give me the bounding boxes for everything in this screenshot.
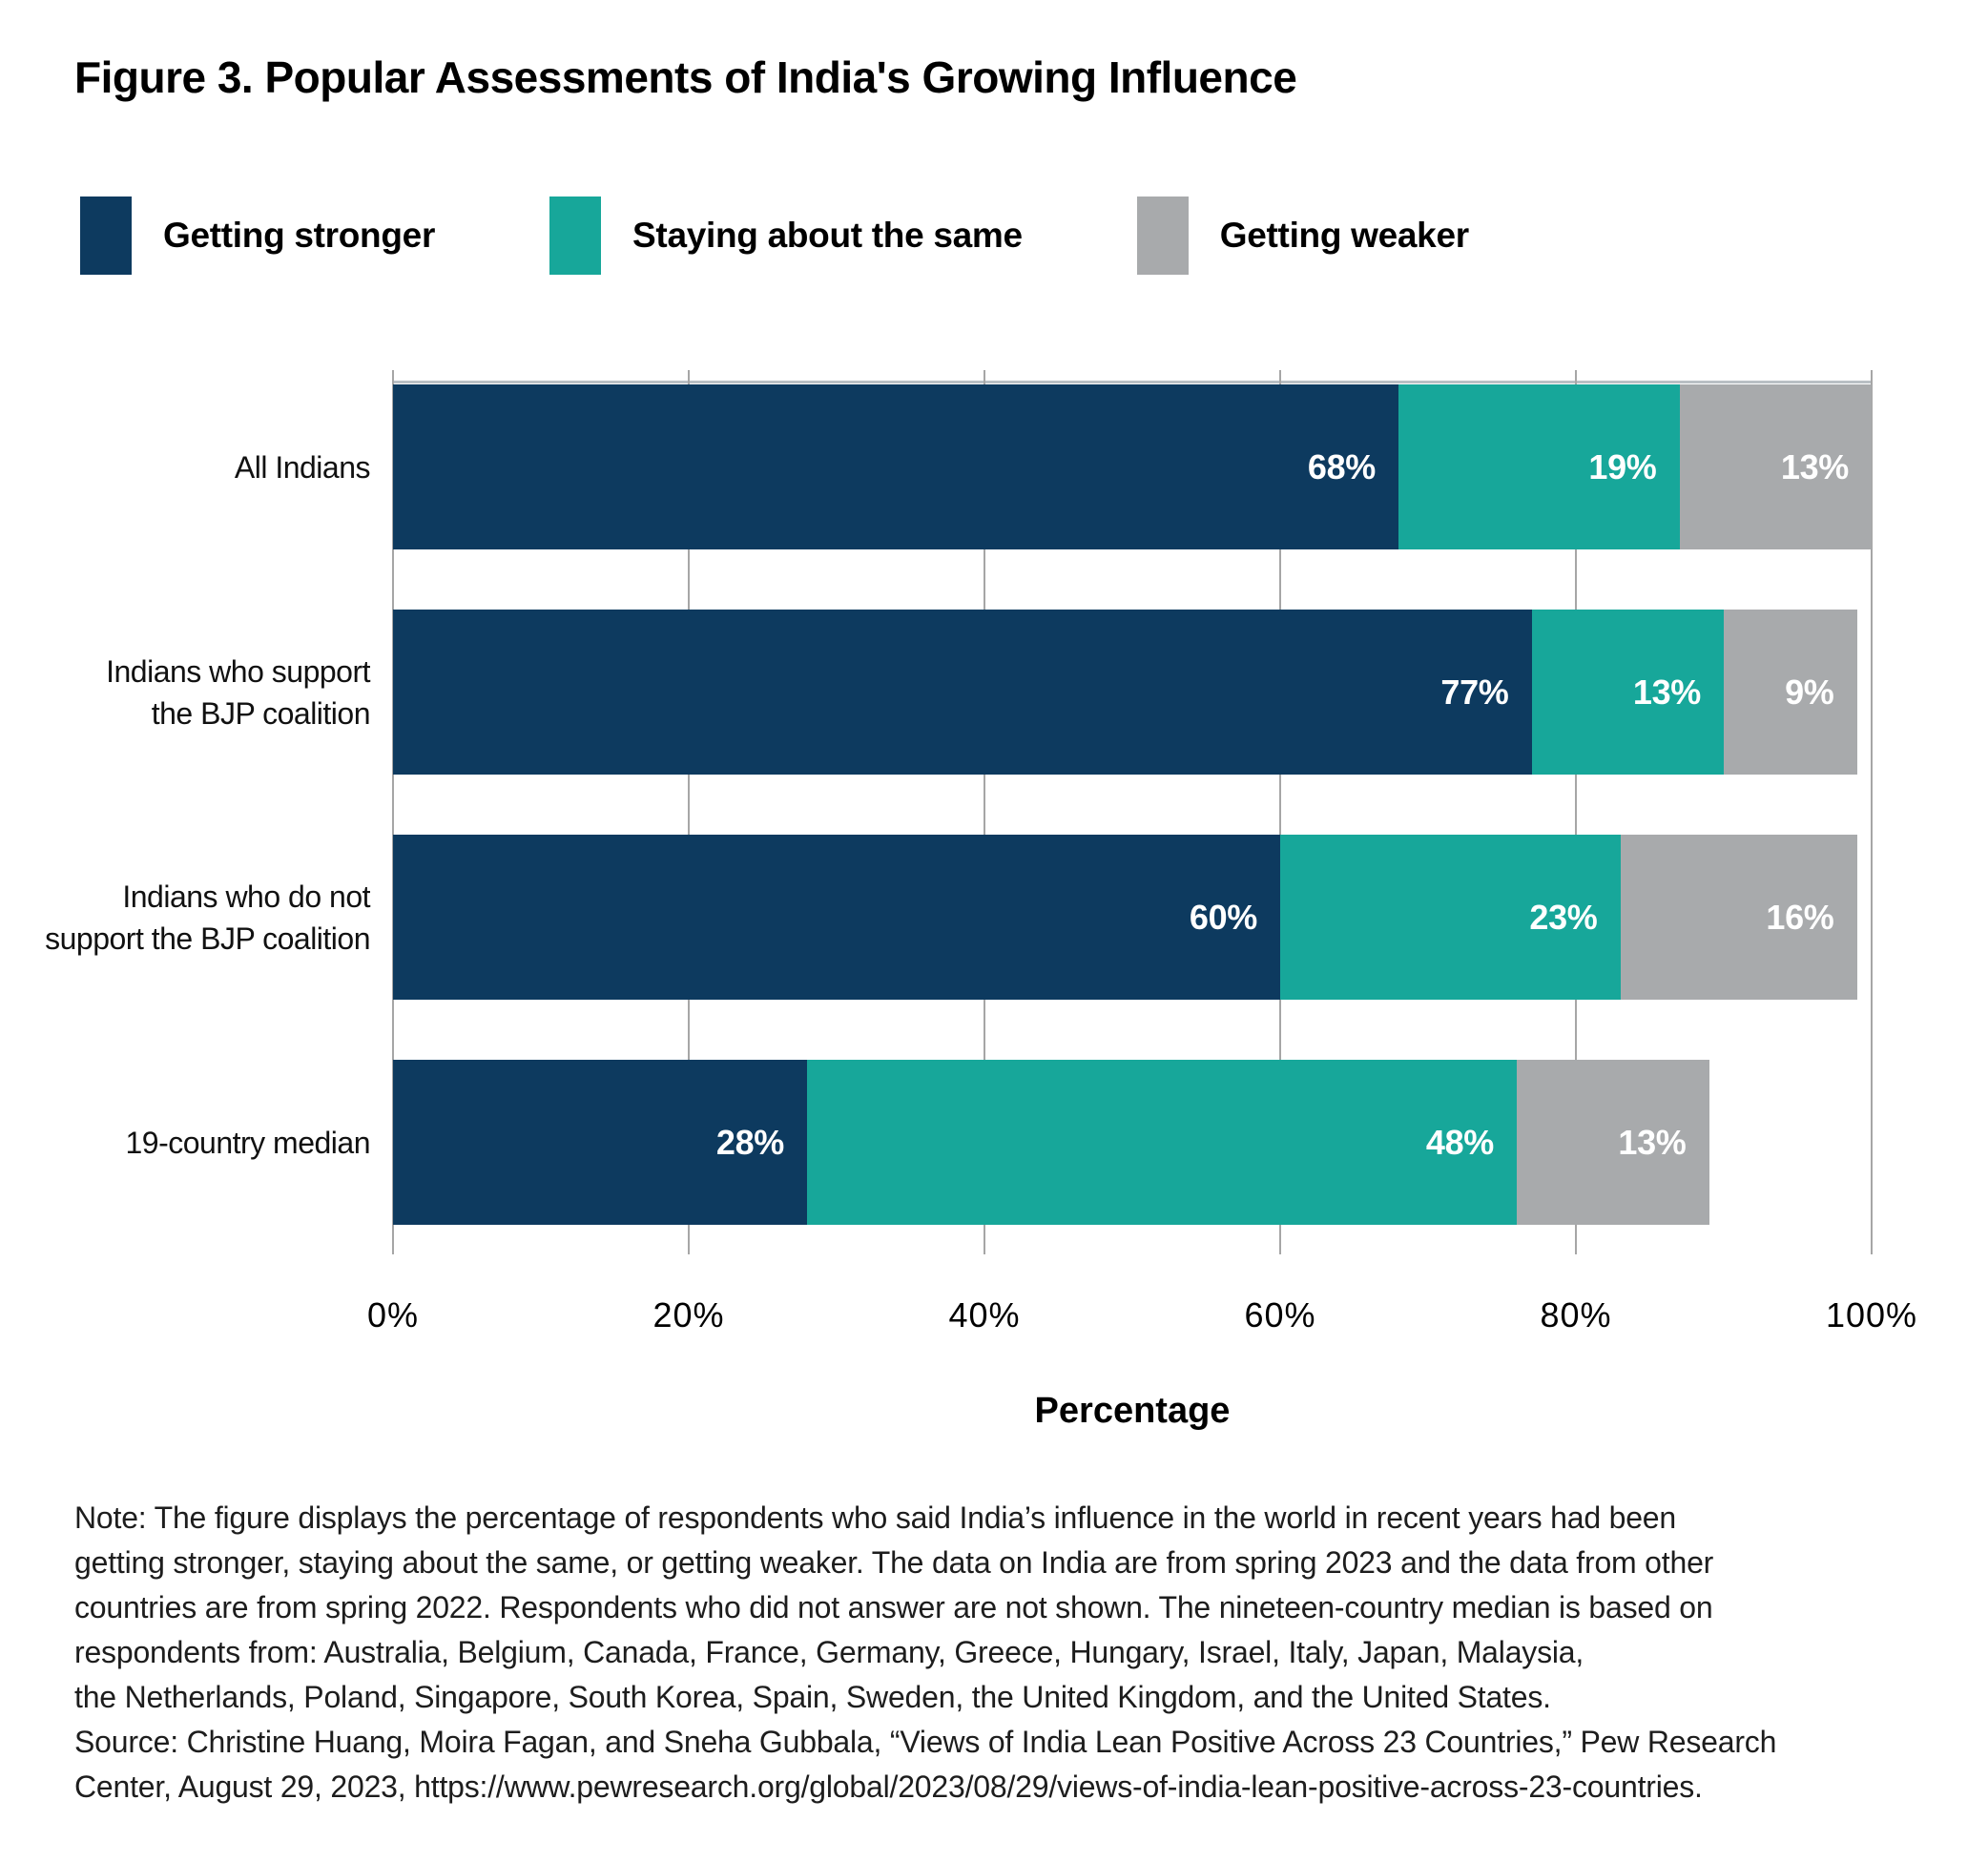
bar-segment: 16%: [1620, 835, 1857, 1000]
legend-item-getting-stronger: Getting stronger: [80, 197, 435, 275]
bar-value-label: 60%: [1189, 897, 1257, 937]
legend-label-staying-same: Staying about the same: [632, 216, 1023, 255]
bar-segment: 77%: [393, 610, 1532, 775]
x-axis-tick-label: 20%: [652, 1295, 725, 1334]
legend-swatch-getting-weaker: [1136, 197, 1189, 275]
bar-value-label: 68%: [1307, 446, 1376, 486]
bar-segment: 13%: [1531, 610, 1724, 775]
bar-segment: 48%: [807, 1060, 1517, 1225]
bar-value-label: 48%: [1425, 1122, 1494, 1162]
category-label-line: Indians who support: [106, 653, 370, 689]
bar-segment: 19%: [1398, 384, 1680, 549]
legend-swatch-staying-same: [549, 197, 602, 275]
gridline: [1279, 370, 1281, 1254]
note-line: countries are from spring 2022. Responde…: [74, 1590, 1713, 1624]
bar-segment: 9%: [1724, 610, 1857, 775]
legend-label-getting-weaker: Getting weaker: [1219, 216, 1469, 255]
x-axis-tick-label: 40%: [948, 1295, 1021, 1334]
category-label: Indians who support the BJP coalition: [8, 610, 370, 775]
figure-note: Note: The figure displays the percentage…: [74, 1496, 1963, 1810]
bar-row: 60% 23% 16%: [393, 835, 1872, 1000]
figure-title: Figure 3. Popular Assessments of India's…: [74, 52, 1297, 102]
x-axis-tick-label: 80%: [1540, 1295, 1612, 1334]
gridline: [984, 370, 985, 1254]
note-line: getting stronger, staying about the same…: [74, 1545, 1714, 1580]
category-label: Indians who do not support the BJP coalit…: [8, 835, 370, 1000]
category-label-line: 19-country median: [125, 1125, 370, 1160]
category-label-line: the BJP coalition: [151, 695, 371, 731]
bar-value-label: 77%: [1440, 672, 1509, 712]
legend: Getting stronger Staying about the same …: [80, 197, 1469, 275]
bar-row: 77% 13% 9%: [393, 610, 1872, 775]
x-axis-tick-label: 100%: [1825, 1295, 1918, 1334]
bar-value-label: 23%: [1529, 897, 1598, 937]
legend-swatch-getting-stronger: [80, 197, 132, 275]
gridline: [1871, 370, 1873, 1254]
bar-value-label: 9%: [1785, 672, 1834, 712]
chart-plot-area: 68% 19% 13% 77% 13% 9% 60% 23% 16% 28% 48% 13%: [392, 370, 1873, 1254]
x-axis-title: Percentage: [1034, 1391, 1231, 1431]
note-line: respondents from: Australia, Belgium, Ca…: [74, 1635, 1584, 1669]
legend-item-staying-same: Staying about the same: [549, 197, 1023, 275]
bar-value-label: 16%: [1766, 897, 1834, 937]
x-axis-tick-label: 60%: [1244, 1295, 1316, 1334]
source-line: Source: Christine Huang, Moira Fagan, an…: [74, 1725, 1777, 1759]
bar-segment: 68%: [393, 384, 1398, 549]
bar-value-label: 13%: [1618, 1122, 1687, 1162]
legend-label-getting-stronger: Getting stronger: [163, 216, 436, 255]
category-label: 19-country median: [8, 1060, 370, 1225]
legend-item-getting-weaker: Getting weaker: [1136, 197, 1469, 275]
bar-value-label: 19%: [1588, 446, 1657, 486]
note-line: the Netherlands, Poland, Singapore, Sout…: [74, 1680, 1551, 1714]
category-label-line: All Indians: [234, 449, 371, 485]
bar-segment: 28%: [393, 1060, 807, 1225]
plot-top-border: [393, 381, 1872, 383]
x-axis-tick-label: 0%: [366, 1295, 420, 1334]
bar-segment: 60%: [393, 835, 1280, 1000]
category-label: All Indians: [8, 384, 371, 549]
bar-value-label: 13%: [1632, 672, 1701, 712]
source-line: Center, August 29, 2023, https://www.pew…: [74, 1769, 1703, 1804]
note-line: Note: The figure displays the percentage…: [74, 1500, 1677, 1535]
gridline: [688, 370, 690, 1254]
category-label-line: support the BJP coalition: [45, 921, 370, 956]
bar-row: 28% 48% 13%: [393, 1060, 1872, 1225]
bar-value-label: 13%: [1780, 446, 1849, 486]
bar-segment: 23%: [1280, 835, 1621, 1000]
bar-segment: 13%: [1679, 384, 1872, 549]
gridline: [1575, 370, 1577, 1254]
bar-value-label: 28%: [715, 1122, 784, 1162]
bar-row: 68% 19% 13%: [393, 384, 1872, 549]
bar-segment: 13%: [1517, 1060, 1709, 1225]
gridline: [392, 370, 394, 1254]
category-label-line: Indians who do not: [122, 879, 370, 914]
